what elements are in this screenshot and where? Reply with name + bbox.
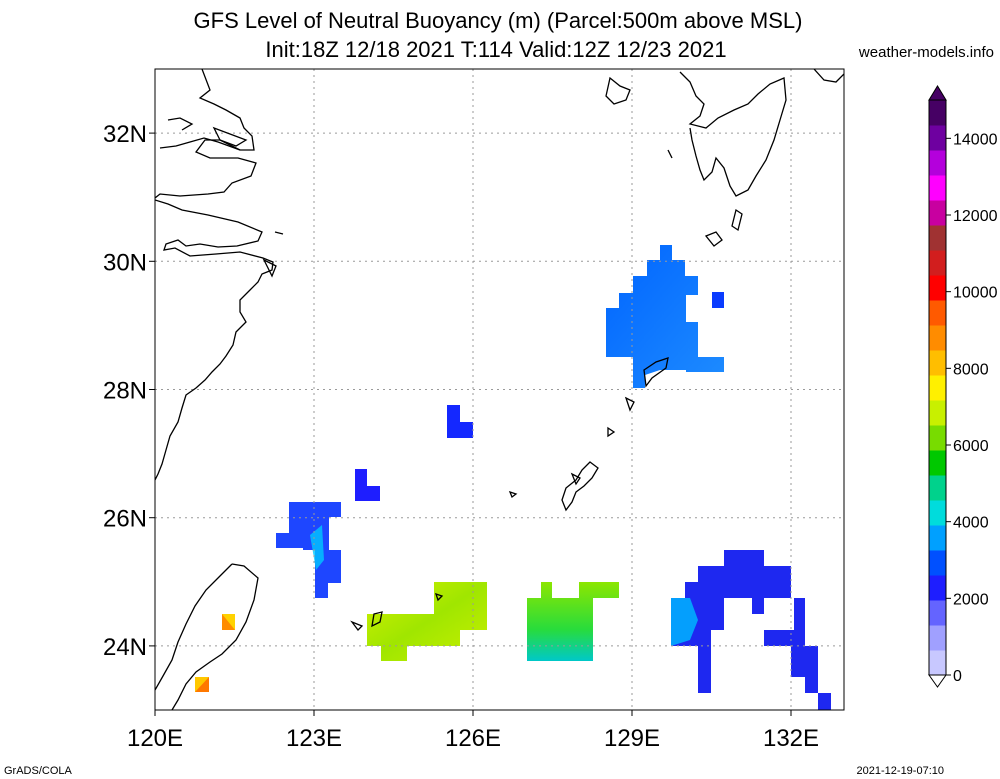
region-small-cell <box>355 469 380 501</box>
lon-tick-label: 126E <box>445 725 501 752</box>
render-timestamp: 2021-12-19-07:10 <box>856 765 944 777</box>
region-ne-taiwan <box>276 502 341 598</box>
colorbar-segment <box>929 575 946 601</box>
lat-tick-label: 28N <box>103 378 147 405</box>
colorbar-segment <box>929 600 946 626</box>
lat-tick-label: 32N <box>103 121 147 148</box>
kyushu-coast <box>679 71 787 197</box>
axes: 120E 123E 126E 129E 132E 32N 30N 28N 26N 24N <box>103 121 819 752</box>
lon-tick-label: 132E <box>763 725 819 752</box>
lat-tick-label: 30N <box>103 249 147 276</box>
lon-tick-label: 129E <box>604 725 660 752</box>
coastlines <box>155 69 844 710</box>
colorbar-segment <box>929 150 946 176</box>
colorbar-tick-label: 12000 <box>953 208 998 225</box>
chart-subtitle: Init:18Z 12/18 2021 T:114 Valid:12Z 12/2… <box>265 37 727 62</box>
colorbar-segment <box>929 300 946 326</box>
okinawa-island <box>561 461 599 512</box>
colorbar-segment <box>929 250 946 276</box>
colorbar-tick-label: 6000 <box>953 438 989 455</box>
chart-title: GFS Level of Neutral Buoyancy (m) (Parce… <box>193 8 803 33</box>
region-daito <box>671 550 791 693</box>
colorbar-tick-label: 2000 <box>953 591 989 608</box>
colorbar: 0 2000 4000 6000 8000 10000 12000 14000 <box>928 85 998 688</box>
colorbar-tick-label: 10000 <box>953 285 998 302</box>
graticule <box>154 69 844 710</box>
lat-tick-label: 24N <box>103 634 147 661</box>
colorbar-segment <box>929 175 946 201</box>
china-coast <box>155 69 274 481</box>
colorbar-tick-label: 0 <box>953 668 962 685</box>
colorbar-segment <box>929 450 946 476</box>
colorbar-segment <box>929 225 946 251</box>
taiwan-coast <box>155 563 259 710</box>
software-credit: GrADS/COLA <box>4 765 72 777</box>
colorbar-segment <box>929 425 946 451</box>
colorbar-segment <box>929 500 946 526</box>
lat-tick-label: 26N <box>103 506 147 533</box>
colorbar-segment <box>929 200 946 226</box>
colorbar-segment <box>929 625 946 651</box>
colorbar-top-arrow <box>928 85 947 101</box>
colorbar-tick-label: 8000 <box>953 361 989 378</box>
colorbar-segment <box>929 650 946 676</box>
amami-island <box>704 231 723 247</box>
colorbar-segment <box>929 475 946 501</box>
colorbar-segment <box>929 525 946 551</box>
colorbar-segment <box>929 325 946 351</box>
region-yaeyama <box>367 582 487 661</box>
colorbar-segment <box>929 125 946 151</box>
region-okinawa-south <box>527 582 619 661</box>
colorbar-segment <box>929 400 946 426</box>
region-cell <box>712 292 724 308</box>
region-small-cell <box>447 405 473 438</box>
buoyancy-fill <box>195 245 831 710</box>
site-credit: weather-models.info <box>858 44 994 61</box>
colorbar-segment <box>929 100 946 126</box>
colorbar-frame <box>928 99 947 676</box>
region-east-china-sea <box>606 245 724 388</box>
colorbar-segment <box>929 375 946 401</box>
colorbar-tick-label: 4000 <box>953 515 989 532</box>
colorbar-segment <box>929 550 946 576</box>
lon-tick-label: 123E <box>286 725 342 752</box>
lon-tick-label: 120E <box>127 725 183 752</box>
colorbar-bottom-arrow <box>928 674 947 688</box>
colorbar-tick-label: 14000 <box>953 131 998 148</box>
colorbar-segment <box>929 275 946 301</box>
colorbar-segment <box>929 350 946 376</box>
